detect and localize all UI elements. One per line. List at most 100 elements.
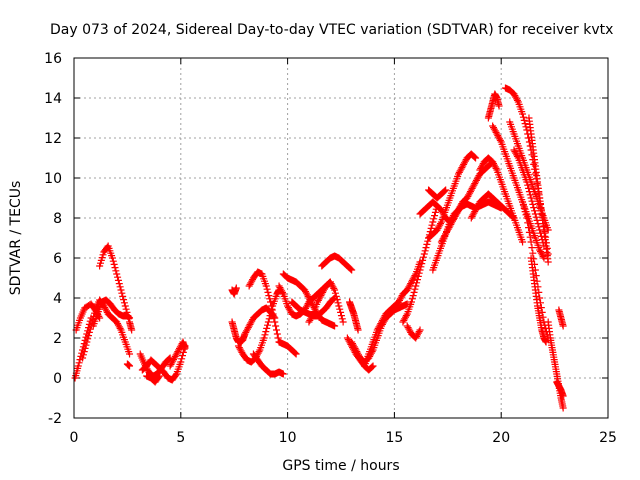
series-arc-10 [143,372,163,386]
data-point [429,218,437,226]
data-point [335,302,343,310]
data-point [415,269,423,277]
data-point [169,357,177,365]
data-point [470,181,478,189]
data-point [524,219,532,227]
data-point [410,288,418,296]
series-arc-25 [360,258,424,370]
data-point [255,348,263,356]
series-arc-21 [275,338,300,358]
x-tick-label: 5 [176,430,185,446]
data-point [263,324,271,332]
data-point [525,184,533,192]
data-point [490,125,498,133]
data-point [536,246,544,254]
data-point [241,330,249,338]
data-point [329,283,337,291]
data-point [437,238,445,246]
data-point [521,208,529,216]
data-point [411,272,419,280]
data-point [155,372,163,380]
data-point [471,180,479,188]
data-point [170,356,178,364]
data-point [110,260,118,268]
data-point [275,282,283,290]
data-point [531,207,539,215]
series-arc-20 [318,252,356,274]
data-point [74,362,82,370]
data-point [246,320,254,328]
data-point [284,304,292,312]
series-arc-09 [166,338,189,370]
data-point [172,351,180,359]
data-point [109,257,117,265]
data-point [470,152,478,160]
y-tick-label: 8 [53,211,62,227]
data-point [318,290,326,298]
data-point [166,362,174,370]
data-point [397,293,405,301]
data-point [473,203,481,211]
data-point [525,188,533,196]
data-point [379,315,387,323]
x-axis-label: GPS time / hours [282,458,399,474]
data-point [376,321,384,329]
data-point [438,236,446,244]
data-point [174,348,182,356]
data-point [319,287,327,295]
data-point [401,315,409,323]
data-point [307,315,315,323]
data-point [419,256,427,264]
data-point [378,318,386,326]
data-point [273,330,281,338]
data-point [114,320,122,328]
data-point [542,338,550,346]
data-point [279,370,287,378]
data-point [347,265,355,273]
data-point [375,323,383,331]
data-point [262,282,270,290]
data-points [71,84,567,412]
data-point [319,288,327,296]
data-point [331,322,339,330]
data-point [337,308,345,316]
data-point [348,338,356,346]
y-axis-label: SDTVAR / TECUs [8,181,24,296]
data-point [354,326,362,334]
chart-title: Day 073 of 2024, Sidereal Day-to-day VTE… [50,22,613,38]
data-point [490,160,498,168]
y-tick-label: -2 [48,411,62,427]
data-point [414,329,422,337]
data-point [399,318,407,326]
data-point [308,299,316,307]
data-point [75,359,83,367]
data-point [472,178,480,186]
data-point [405,283,413,291]
data-point [354,349,362,357]
data-point [79,354,87,362]
data-point [532,213,540,221]
data-point [167,360,175,368]
data-point [374,324,382,332]
data-point [155,373,163,381]
data-point [267,298,275,306]
data-point [437,220,445,228]
data-point [440,188,448,196]
x-tick-label: 0 [70,430,79,446]
data-point [559,392,567,400]
data-point [264,288,272,296]
data-point [455,168,463,176]
data-point [415,328,423,336]
data-point [117,286,125,294]
data-point [492,128,500,136]
data-point [472,154,480,162]
data-point [292,350,300,358]
data-point [411,285,419,293]
data-point [559,404,567,412]
data-point [523,214,531,222]
data-point [463,194,471,202]
data-point [120,296,128,304]
data-point [348,266,356,274]
data-point [408,276,416,284]
data-point [380,313,388,321]
